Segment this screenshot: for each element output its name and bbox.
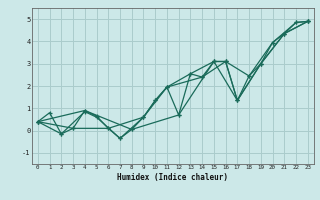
X-axis label: Humidex (Indice chaleur): Humidex (Indice chaleur) <box>117 173 228 182</box>
